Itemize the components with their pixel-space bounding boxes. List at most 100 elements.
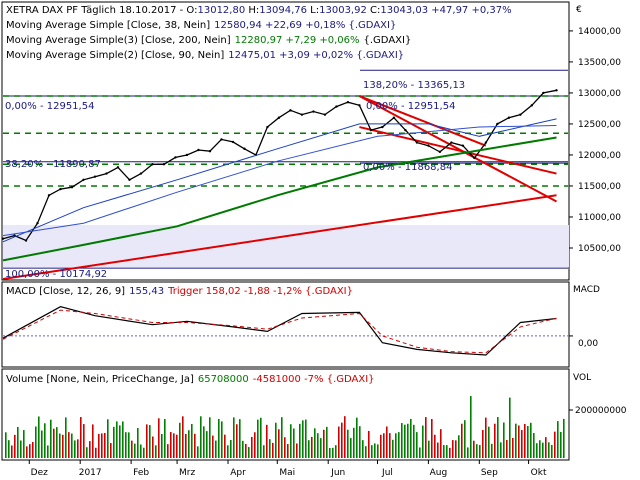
price-point <box>116 166 120 169</box>
volume-bar <box>308 440 310 458</box>
price-point <box>507 116 511 119</box>
volume-bar <box>278 429 280 458</box>
price-point <box>438 150 442 154</box>
x-tick-label: Jun <box>330 468 345 478</box>
volume-bar <box>536 443 538 458</box>
volume-bar <box>560 431 562 458</box>
price-point <box>266 125 269 129</box>
volume-bar <box>113 426 115 458</box>
volume-bar <box>290 424 292 458</box>
volume-bar <box>182 416 184 458</box>
volume-bar <box>356 417 358 458</box>
volume-bar <box>155 445 157 458</box>
price-point <box>36 221 39 225</box>
volume-bar <box>23 430 25 458</box>
volume-bar <box>152 436 154 458</box>
volume-bar <box>287 444 289 458</box>
volume-bar <box>341 422 343 458</box>
volume-bar <box>101 433 103 458</box>
volume-bar <box>140 444 142 458</box>
volume-bar <box>47 445 49 458</box>
volume-bar <box>332 447 334 458</box>
volume-bar <box>38 416 40 458</box>
volume-bar <box>284 437 286 458</box>
volume-bar <box>191 423 193 458</box>
price-point <box>473 156 476 160</box>
volume-bar <box>338 426 340 458</box>
volume-bar <box>293 428 295 458</box>
volume-bar <box>374 443 376 458</box>
price-grid <box>3 69 568 269</box>
volume-bar <box>71 433 73 458</box>
y-tick-label: 12500,00 <box>578 120 621 130</box>
trend-line <box>358 95 557 203</box>
x-tick-label: Aug <box>430 468 448 478</box>
price-low: 13003,92 <box>319 5 367 16</box>
volume-bar <box>59 433 61 458</box>
volume-bar <box>305 419 307 458</box>
volume-bar <box>512 437 514 458</box>
fib-382-label: 38,20% - 11890,87 <box>5 159 101 170</box>
trend-line <box>2 194 557 280</box>
volume-bar <box>416 432 418 458</box>
volume-bar <box>92 424 94 458</box>
x-tick-label: Okt <box>531 468 547 478</box>
volume-bar <box>437 442 439 458</box>
fib-100-label: 100,00% - 10174,92 <box>5 269 107 280</box>
volume-bar <box>143 447 145 458</box>
volume-bar <box>452 440 454 458</box>
volume-bar <box>323 429 325 458</box>
volume-bar <box>443 445 445 458</box>
price-point <box>70 186 74 189</box>
price-point <box>530 104 534 107</box>
volume-bar <box>119 425 121 458</box>
volume-bar <box>548 442 550 458</box>
price-point <box>450 141 453 144</box>
volume-bar <box>359 426 361 458</box>
volume-bar <box>116 421 118 458</box>
volume-bar <box>122 421 124 458</box>
volume-bar <box>128 432 130 458</box>
volume-bar <box>539 440 541 458</box>
price-point <box>381 125 384 129</box>
volume-bar <box>194 433 196 458</box>
volume-bar <box>296 443 298 458</box>
volume-bar <box>503 422 505 458</box>
volume-bar <box>449 447 451 458</box>
volume-bar <box>206 431 208 458</box>
volume-bar <box>329 447 331 458</box>
volume-bar <box>98 433 100 458</box>
fib-1382-label: 138,20% - 13365,13 <box>363 80 465 91</box>
volume-bar <box>542 442 544 458</box>
macd-zero-label: 0,00 <box>578 339 598 349</box>
volume-bar <box>365 446 367 458</box>
volume-bar <box>554 431 556 458</box>
volume-bar <box>440 429 442 458</box>
y-tick-label: 13000,00 <box>578 89 621 99</box>
volume-bar <box>164 419 166 458</box>
volume-bar <box>353 427 355 458</box>
volume-bar <box>65 417 67 458</box>
price-point <box>174 156 177 159</box>
volume-bar <box>302 420 304 458</box>
macd-line <box>2 306 557 356</box>
volume-bar <box>53 428 55 458</box>
volume-bar <box>398 432 400 458</box>
volume-bar <box>218 418 220 458</box>
y-tick-label: 13500,00 <box>578 58 621 68</box>
volume-bar <box>200 416 202 458</box>
price-close: 13043,03 <box>380 5 428 16</box>
price-point <box>220 138 223 141</box>
volume-bar <box>272 442 274 458</box>
volume-bar <box>233 417 235 458</box>
volume-bar <box>491 443 493 458</box>
macd-trigger-line <box>2 309 557 354</box>
volume-bar <box>458 435 460 458</box>
volume-bar <box>104 432 106 458</box>
volume-bar <box>11 445 13 458</box>
volume-bar <box>260 417 262 458</box>
price-point <box>484 141 488 144</box>
y-tick-label: 14000,00 <box>578 27 621 37</box>
trend-line <box>359 95 487 147</box>
price-point <box>358 104 361 107</box>
